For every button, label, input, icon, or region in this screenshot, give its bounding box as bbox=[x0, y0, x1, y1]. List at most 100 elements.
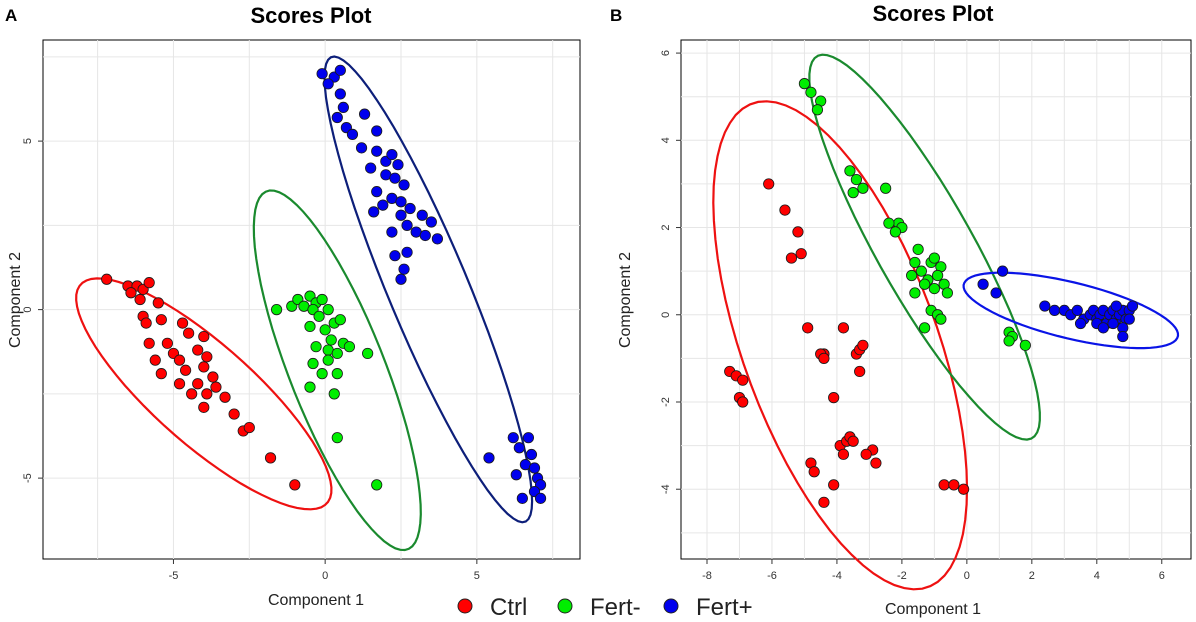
data-point-fert-minusplus bbox=[1110, 300, 1122, 312]
data-point-ctrl bbox=[192, 344, 204, 356]
data-point-ctrl bbox=[808, 466, 820, 478]
data-point-ctrl bbox=[818, 352, 830, 364]
data-point-ctrl bbox=[173, 378, 186, 390]
data-point-fert-minus bbox=[928, 252, 940, 264]
data-point-fert-minusplus bbox=[1097, 322, 1109, 334]
data-point-ctrl bbox=[837, 322, 850, 334]
data-point-fert-minusplus bbox=[386, 148, 398, 161]
data-point-ctrl bbox=[795, 248, 807, 260]
legend-label-fert-plus: Fert+ bbox=[696, 594, 753, 621]
data-point-fert-minusplus bbox=[510, 469, 522, 481]
data-point-fert-minusplus bbox=[355, 142, 368, 154]
data-point-ctrl bbox=[847, 435, 859, 447]
confidence-ellipse-fert-minus bbox=[252, 189, 422, 552]
data-point-fert-minusplus bbox=[371, 186, 383, 198]
x-tick-label: 6 bbox=[1159, 570, 1165, 582]
data-point-fert-minusplus bbox=[365, 162, 377, 174]
data-point-ctrl bbox=[938, 479, 950, 491]
data-point-fert-minusplus bbox=[392, 159, 404, 171]
data-point-fert-minusplus bbox=[507, 432, 519, 444]
data-point-fert-minusplus bbox=[337, 101, 349, 114]
data-point-ctrl bbox=[152, 297, 164, 309]
data-point-fert-minusplus bbox=[1071, 304, 1083, 317]
data-point-fert-minus bbox=[915, 265, 927, 277]
data-point-fert-minusplus bbox=[389, 172, 401, 184]
data-point-ctrl bbox=[201, 351, 213, 363]
data-point-fert-minus bbox=[334, 314, 346, 326]
data-point-fert-minusplus bbox=[419, 229, 431, 242]
data-point-ctrl bbox=[176, 317, 189, 329]
data-point-ctrl bbox=[161, 337, 173, 349]
data-point-fert-minusplus bbox=[996, 265, 1009, 277]
data-point-ctrl bbox=[779, 204, 791, 216]
data-point-fert-minusplus bbox=[525, 448, 538, 461]
data-point-fert-minusplus bbox=[990, 287, 1002, 299]
data-point-fert-minus bbox=[304, 381, 316, 393]
y-tick-label: 6 bbox=[660, 50, 672, 56]
data-point-ctrl bbox=[264, 452, 277, 464]
data-point-fert-minusplus bbox=[1117, 330, 1129, 343]
data-point-fert-minus bbox=[325, 334, 337, 346]
data-point-fert-minus bbox=[928, 282, 940, 295]
panel-b-y-axis-label: Component 2 bbox=[617, 252, 634, 348]
panel-b: B Scores Plot -8 -6 -4 -2 0 2 4 6 -4 -2 0 2 4 6 Comp… bbox=[610, 1, 1192, 618]
data-point-ctrl bbox=[134, 293, 146, 306]
data-point-fert-minusplus bbox=[386, 226, 398, 238]
data-point-fert-minusplus bbox=[371, 145, 383, 157]
x-tick-label: -2 bbox=[897, 570, 907, 582]
data-point-ctrl bbox=[179, 364, 192, 376]
legend-marker-ctrl bbox=[457, 598, 473, 614]
x-tick-label: -5 bbox=[169, 570, 179, 582]
data-point-fert-minus bbox=[316, 368, 328, 380]
confidence-ellipse-ctrl bbox=[75, 277, 333, 511]
data-point-fert-minus bbox=[316, 293, 328, 306]
data-point-fert-minus bbox=[935, 313, 947, 325]
panel-a-title: Scores Plot bbox=[250, 3, 372, 28]
data-point-ctrl bbox=[763, 178, 775, 190]
data-point-ctrl bbox=[785, 252, 798, 264]
data-point-fert-minusplus bbox=[1074, 317, 1087, 330]
panel-b-x-ticks: -8 -6 -4 -2 0 2 4 6 bbox=[702, 559, 1165, 582]
data-point-fert-minus bbox=[343, 341, 356, 353]
data-point-ctrl bbox=[210, 381, 222, 393]
y-tick-label: 2 bbox=[660, 224, 672, 230]
data-point-fert-minusplus bbox=[1107, 317, 1119, 330]
data-point-fert-minus bbox=[919, 278, 931, 290]
confidence-ellipse-ctrl bbox=[712, 100, 969, 591]
data-point-fert-minusplus bbox=[395, 196, 407, 208]
panel-a-x-ticks: -5 0 5 bbox=[169, 559, 480, 582]
panel-a-points bbox=[101, 64, 547, 504]
data-point-fert-minus bbox=[811, 104, 824, 116]
data-point-fert-minusplus bbox=[1048, 304, 1061, 317]
data-point-fert-minusplus bbox=[431, 233, 444, 245]
data-point-fert-minusplus bbox=[1123, 313, 1135, 325]
data-point-fert-minusplus bbox=[401, 219, 413, 231]
legend-marker-fert-plus bbox=[663, 598, 679, 614]
data-point-fert-minusplus bbox=[534, 492, 547, 504]
y-tick-label: 0 bbox=[22, 307, 34, 313]
legend-item-fert-minus: Fert- bbox=[557, 594, 641, 621]
panel-b-letter: B bbox=[610, 6, 622, 25]
data-point-fert-minusplus bbox=[346, 128, 359, 140]
confidence-ellipse-fert-minus bbox=[808, 53, 1041, 441]
data-point-fert-minusplus bbox=[322, 78, 334, 90]
data-point-ctrl bbox=[140, 317, 152, 329]
data-point-ctrl bbox=[828, 479, 840, 491]
data-point-fert-minusplus bbox=[977, 278, 989, 290]
data-point-fert-minus bbox=[271, 304, 283, 316]
y-tick-label: -2 bbox=[660, 397, 672, 407]
data-point-fert-minus bbox=[1003, 335, 1015, 347]
panel-a: A Scores Plot -5 0 5 -5 0 5 Component 1 Comp… bbox=[5, 3, 581, 609]
x-tick-label: 4 bbox=[1094, 570, 1100, 582]
data-point-fert-minus bbox=[322, 354, 334, 366]
data-point-fert-minusplus bbox=[516, 492, 528, 504]
data-point-ctrl bbox=[228, 408, 240, 420]
data-point-fert-minus bbox=[362, 347, 374, 360]
data-point-ctrl bbox=[198, 401, 210, 413]
data-point-fert-minus bbox=[883, 217, 895, 229]
data-point-ctrl bbox=[201, 388, 213, 400]
data-point-fert-minusplus bbox=[522, 432, 535, 444]
data-point-fert-minus bbox=[847, 187, 859, 199]
data-point-ctrl bbox=[143, 277, 155, 289]
data-point-fert-minusplus bbox=[513, 442, 525, 454]
